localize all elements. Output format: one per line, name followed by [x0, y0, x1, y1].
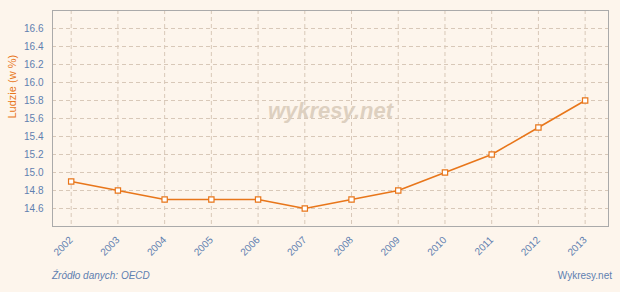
svg-text:2012: 2012: [519, 234, 543, 258]
svg-text:15.4: 15.4: [24, 131, 44, 142]
svg-text:16.2: 16.2: [24, 59, 44, 70]
html-text:Wykresy.net: Wykresy.net: [557, 270, 612, 281]
svg-text:2003: 2003: [98, 234, 122, 258]
svg-text:2010: 2010: [425, 234, 449, 258]
svg-text:14.8: 14.8: [24, 185, 44, 196]
svg-text:2006: 2006: [238, 234, 262, 258]
svg-text:16.6: 16.6: [24, 23, 44, 34]
svg-text:2008: 2008: [332, 234, 356, 258]
svg-text:2004: 2004: [145, 234, 169, 258]
svg-text:15.6: 15.6: [24, 113, 44, 124]
svg-text:15.2: 15.2: [24, 149, 44, 160]
svg-text:15.8: 15.8: [24, 95, 44, 106]
svg-text:2005: 2005: [192, 234, 216, 258]
svg-text:15.0: 15.0: [24, 167, 44, 178]
svg-text:2002: 2002: [51, 234, 75, 258]
svg-text:16.4: 16.4: [24, 41, 44, 52]
svg-text:2011: 2011: [472, 234, 495, 257]
svg-text:2013: 2013: [565, 234, 589, 258]
svg-text:Ludzie (w %): Ludzie (w %): [6, 55, 18, 119]
html-text:Źródło danych: OECD: Źródło danych: OECD: [52, 270, 150, 281]
svg-text:16.0: 16.0: [24, 77, 44, 88]
svg-text:2007: 2007: [285, 234, 309, 258]
svg-text:wykresy.net: wykresy.net: [268, 98, 395, 123]
svg-text:2009: 2009: [378, 234, 402, 258]
svg-text:14.6: 14.6: [24, 203, 44, 214]
